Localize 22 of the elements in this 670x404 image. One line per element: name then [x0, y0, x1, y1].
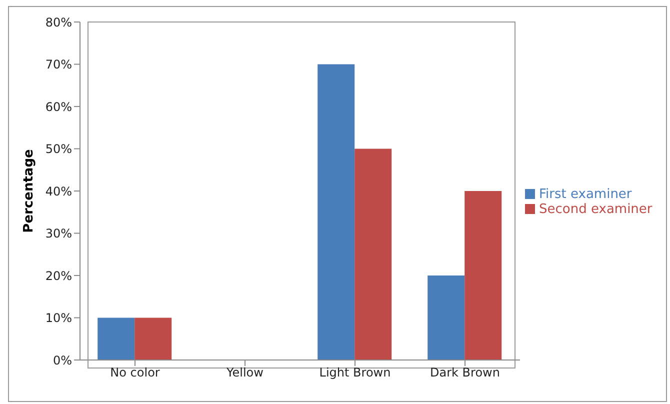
x-tick-label: Yellow [226, 366, 264, 380]
y-tick-label: 70% [45, 58, 72, 72]
y-tick-label: 10% [45, 311, 72, 326]
y-axis-title: Percentage [22, 149, 37, 233]
bar [464, 191, 502, 360]
bar [428, 276, 465, 360]
y-tick-label: 50% [45, 142, 72, 156]
y-tick-label: 40% [45, 184, 72, 198]
legend-label: First examiner [539, 187, 632, 202]
y-tick-label: 20% [45, 268, 72, 283]
legend-label: Second examiner [539, 202, 652, 217]
bar [318, 64, 355, 360]
y-tick-label: 0% [52, 353, 72, 368]
x-tick-label: No color [110, 366, 160, 380]
y-tick-label: 30% [45, 226, 72, 241]
bar [354, 148, 392, 360]
x-tick-label: Dark Brown [430, 366, 500, 380]
x-tick-label: Light Brown [319, 366, 391, 380]
y-tick-label: 60% [45, 100, 72, 114]
bar [98, 318, 135, 360]
y-tick-label: 80% [45, 15, 72, 30]
bar [134, 318, 172, 360]
